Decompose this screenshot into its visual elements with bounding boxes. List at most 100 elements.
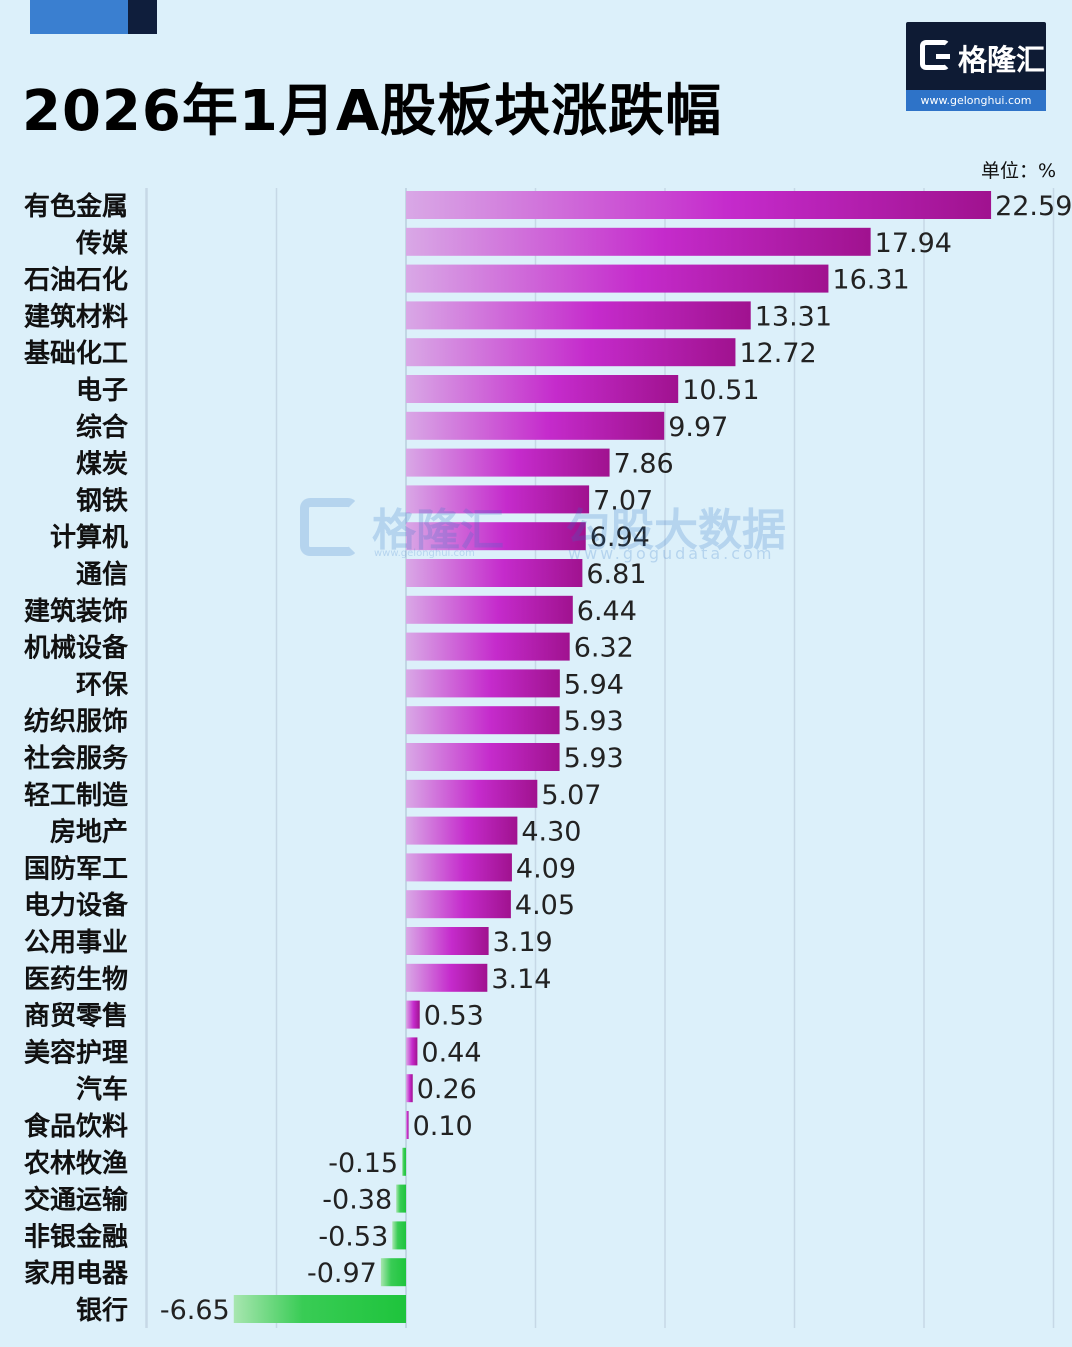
bar — [406, 411, 665, 440]
bar — [406, 448, 610, 477]
bar — [406, 559, 583, 587]
value-label: 3.14 — [491, 964, 551, 995]
category-label: 国防军工 — [24, 854, 128, 884]
bar — [233, 1295, 406, 1323]
value-label: 4.09 — [516, 853, 576, 884]
bar — [380, 1258, 406, 1287]
bar — [406, 632, 570, 661]
bar — [406, 1111, 409, 1139]
unit-label: 单位：% — [980, 160, 1056, 182]
category-label: 家用电器 — [24, 1258, 129, 1289]
value-label: -0.38 — [322, 1185, 392, 1216]
value-label: 5.93 — [564, 706, 624, 737]
bar — [406, 338, 736, 367]
bar — [406, 301, 751, 330]
bar — [406, 191, 992, 219]
category-label: 通信 — [76, 560, 128, 590]
value-label: 7.86 — [614, 449, 674, 480]
bar — [406, 227, 871, 256]
bar — [402, 1147, 406, 1176]
bar — [406, 522, 586, 551]
bar — [406, 1074, 413, 1103]
value-label: 5.07 — [541, 780, 601, 811]
value-label: 0.26 — [417, 1074, 477, 1105]
value-label: 0.53 — [424, 1001, 484, 1032]
value-label: 22.59 — [995, 191, 1072, 222]
value-label: 13.31 — [755, 301, 832, 332]
logo-name: 格隆汇 — [958, 43, 1046, 77]
bar — [406, 927, 489, 955]
value-label: 6.94 — [590, 522, 650, 553]
bar — [392, 1221, 406, 1250]
bar — [406, 853, 512, 882]
category-label: 环保 — [76, 670, 129, 700]
category-label: 传媒 — [75, 229, 129, 259]
category-label: 轻工制造 — [24, 781, 128, 811]
bar — [406, 264, 829, 293]
bar — [406, 595, 573, 624]
category-label: 社会服务 — [24, 743, 128, 774]
category-label: 电力设备 — [24, 891, 129, 921]
value-label: 0.10 — [413, 1111, 473, 1142]
logo-url: www.gelonghui.com — [906, 90, 1046, 111]
value-label: 16.31 — [832, 265, 909, 296]
value-label: 6.32 — [574, 633, 634, 664]
value-label: 5.94 — [564, 669, 624, 700]
bar — [406, 669, 560, 698]
category-label: 基础化工 — [24, 339, 128, 369]
category-label: 食品饮料 — [24, 1111, 128, 1142]
value-label: 6.44 — [577, 596, 637, 627]
category-label: 电子 — [76, 376, 128, 406]
value-label: 5.93 — [564, 743, 624, 774]
category-label: 石油石化 — [23, 266, 128, 296]
value-label: 3.19 — [493, 927, 553, 958]
value-label: 0.44 — [421, 1037, 481, 1068]
bar — [406, 485, 590, 514]
category-label: 银行 — [76, 1295, 128, 1326]
value-label: -6.65 — [160, 1295, 230, 1326]
category-label: 医药生物 — [24, 965, 128, 995]
category-label: 机械设备 — [24, 634, 129, 664]
value-label: 10.51 — [682, 375, 759, 406]
value-label: -0.53 — [318, 1221, 388, 1252]
chart-title: 2026年1月A股板块涨跌幅 — [22, 79, 723, 144]
bar — [396, 1184, 406, 1213]
bar — [406, 1037, 418, 1066]
value-label: 9.97 — [668, 412, 728, 443]
category-label: 商贸零售 — [24, 1001, 128, 1032]
category-label: 综合 — [76, 412, 129, 443]
header-accent-block — [30, 0, 128, 34]
value-label: 6.81 — [586, 559, 646, 590]
logo-g-icon — [920, 40, 950, 70]
value-label: 4.05 — [515, 890, 575, 921]
bar — [406, 816, 518, 845]
value-label: -0.97 — [307, 1258, 377, 1289]
category-label: 钢铁 — [76, 485, 128, 516]
category-label: 交通运输 — [24, 1185, 129, 1216]
category-label: 汽车 — [76, 1074, 128, 1105]
bar — [406, 963, 488, 992]
category-label: 计算机 — [50, 522, 128, 553]
category-label: 房地产 — [50, 818, 128, 848]
category-label: 煤炭 — [76, 450, 128, 480]
value-label: 7.07 — [593, 485, 653, 516]
category-label: 建筑材料 — [24, 301, 128, 332]
category-label: 美容护理 — [24, 1037, 128, 1068]
value-label: 12.72 — [739, 338, 816, 369]
category-label: 纺织服饰 — [24, 706, 128, 737]
category-label: 非银金融 — [24, 1221, 128, 1252]
category-label: 建筑装饰 — [24, 596, 128, 627]
header-accent-block-dark — [128, 0, 157, 34]
bar — [406, 890, 511, 919]
value-label: -0.15 — [328, 1148, 398, 1179]
bar — [406, 743, 560, 771]
category-label: 农林牧渔 — [23, 1149, 128, 1179]
bar — [406, 779, 538, 808]
value-label: 4.30 — [521, 817, 581, 848]
value-label: 17.94 — [875, 228, 952, 259]
bar — [406, 1000, 420, 1029]
category-label: 公用事业 — [24, 928, 128, 958]
bar — [406, 375, 679, 403]
bar — [406, 706, 560, 735]
